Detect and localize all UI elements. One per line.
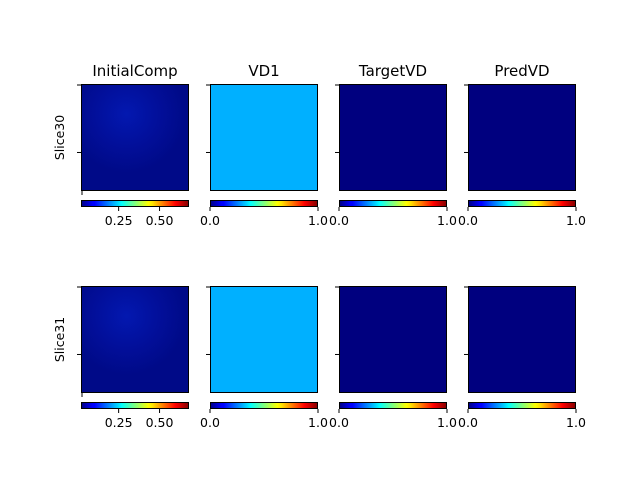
colorbar-frame — [210, 200, 318, 207]
colorbar-tick-label: 1.0 — [566, 213, 586, 228]
colorbar-tick-label: 0.0 — [200, 415, 220, 430]
colorbar-tick-label: 1.0 — [437, 415, 457, 430]
heatmap-image — [81, 84, 189, 191]
heatmap-image — [339, 286, 447, 393]
colorbar — [210, 402, 318, 409]
colorbar — [210, 200, 318, 207]
colorbar-frame — [210, 402, 318, 409]
colorbar — [468, 200, 576, 207]
panel-r1-c0: 0.25 0.50 — [77, 286, 189, 430]
axes-frame — [81, 286, 189, 393]
panel-r0-c0: 0.25 0.50 — [77, 84, 189, 228]
colorbar — [468, 402, 576, 409]
colorbar — [339, 402, 447, 409]
heatmap-image — [468, 84, 576, 191]
panel-r1-c3: 0.0 1.0 — [458, 286, 586, 430]
colorbar-frame — [339, 200, 447, 207]
colorbar-tick-label: 0.25 — [105, 213, 133, 228]
colorbar-frame — [81, 402, 189, 409]
panel-r0-c2: 0.0 1.0 — [329, 84, 457, 228]
col-title-vd1: VD1 — [248, 62, 279, 80]
colorbar — [81, 200, 189, 207]
heatmap-image — [81, 286, 189, 393]
col-title-targetvd: TargetVD — [358, 62, 427, 80]
colorbar-tick-label: 1.0 — [566, 415, 586, 430]
col-title-initialcomp: InitialComp — [92, 62, 177, 80]
col-title-predvd: PredVD — [494, 62, 549, 80]
axes-frame — [339, 84, 447, 191]
colorbar-tick-label: 0.50 — [146, 415, 174, 430]
colorbar-tick-label: 0.50 — [146, 213, 174, 228]
colorbar-tick-label: 0.0 — [329, 415, 349, 430]
colorbar-frame — [468, 402, 576, 409]
panel-r0-c1: 0.0 1.0 — [200, 84, 328, 228]
colorbar-tick-label: 0.0 — [458, 415, 478, 430]
colorbar-tick-label: 0.25 — [105, 415, 133, 430]
colorbar-tick-label: 1.0 — [308, 415, 328, 430]
row-label-slice31: Slice31 — [52, 317, 67, 362]
axes-frame — [210, 84, 318, 191]
row-label-slice30: Slice30 — [52, 115, 67, 160]
colorbar-frame — [81, 200, 189, 207]
panel-r1-c2: 0.0 1.0 — [329, 286, 457, 430]
axes-frame — [81, 84, 189, 191]
heatmap-image — [210, 286, 318, 393]
colorbar — [81, 402, 189, 409]
axes-frame — [339, 286, 447, 393]
colorbar-frame — [468, 200, 576, 207]
heatmap-image — [210, 84, 318, 191]
panel-r0-c3: 0.0 1.0 — [458, 84, 586, 228]
colorbar-tick-label: 1.0 — [308, 213, 328, 228]
axes-frame — [468, 84, 576, 191]
colorbar-tick-label: 0.0 — [458, 213, 478, 228]
colorbar-tick-label: 0.0 — [329, 213, 349, 228]
panel-r1-c1: 0.0 1.0 — [200, 286, 328, 430]
colorbar-frame — [339, 402, 447, 409]
colorbar — [339, 200, 447, 207]
colorbar-tick-label: 1.0 — [437, 213, 457, 228]
axes-frame — [210, 286, 318, 393]
heatmap-image — [339, 84, 447, 191]
axes-frame — [468, 286, 576, 393]
colorbar-tick-label: 0.0 — [200, 213, 220, 228]
heatmap-image — [468, 286, 576, 393]
